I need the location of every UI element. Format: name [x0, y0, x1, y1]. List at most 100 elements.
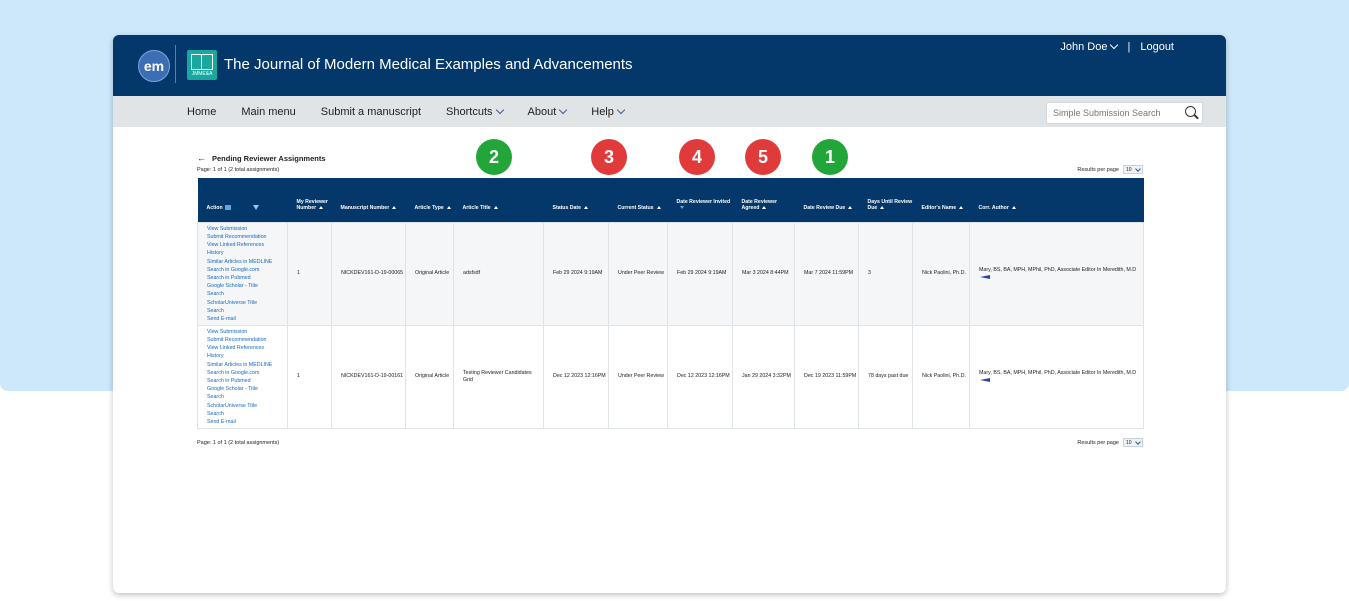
user-name-dropdown[interactable]: John Doe: [1060, 40, 1119, 53]
search-icon[interactable]: [1185, 106, 1196, 117]
page-info-top: Page: 1 of 1 (2 total assignments): [197, 167, 280, 173]
action-link[interactable]: Submit Recommendation: [207, 233, 267, 240]
logo-divider: [175, 45, 176, 83]
column-header[interactable]: Article Title: [453, 178, 544, 223]
sort-ascending-icon[interactable]: [848, 206, 853, 210]
action-link[interactable]: ScholarUniverse Title: [207, 299, 258, 306]
action-link[interactable]: Send E-mail: [207, 419, 236, 426]
sort-ascending-icon[interactable]: [493, 206, 498, 210]
date-due-cell: Mar 7 2024 11:59PM: [794, 222, 859, 326]
column-header[interactable]: Date Reviewer Agreed: [732, 178, 795, 223]
callout-badge: 5: [745, 139, 781, 175]
back-arrow-icon[interactable]: ←: [197, 153, 206, 163]
column-header-label: Days Until Review Due: [867, 198, 913, 212]
main-nav: Home Main menu Submit a manuscript Shortcut…: [113, 96, 1226, 127]
callout-badge: 3: [591, 139, 627, 175]
nav-item-main-menu[interactable]: Main menu: [241, 106, 295, 118]
sort-ascending-icon[interactable]: [656, 206, 661, 210]
sort-ascending-icon[interactable]: [1011, 206, 1016, 210]
collapse-icon[interactable]: [224, 205, 231, 211]
nav-item-about[interactable]: About: [528, 105, 568, 118]
nav-item-shortcuts[interactable]: Shortcuts: [446, 105, 504, 118]
article-type-cell: Original Article: [405, 222, 454, 326]
column-header[interactable]: Editor's Name: [912, 178, 970, 223]
menu-separator: |: [1127, 41, 1131, 53]
results-per-page-select[interactable]: 10: [1123, 165, 1143, 174]
column-header-label: Article Title: [462, 205, 491, 212]
results-per-page-select[interactable]: 10: [1123, 438, 1143, 447]
column-header[interactable]: Status Date: [543, 178, 609, 223]
simple-submission-search-input[interactable]: [1047, 104, 1179, 122]
action-link[interactable]: ScholarUniverse Title: [207, 402, 258, 409]
action-link[interactable]: Search in Google.com: [207, 369, 260, 376]
action-link[interactable]: Submit Recommendation: [207, 336, 267, 343]
logout-link[interactable]: Logout: [1140, 41, 1174, 53]
table-header-row: Action My Reviewer Number Manuscript Numbe…: [197, 178, 1144, 223]
action-link[interactable]: History: [207, 250, 224, 257]
user-menu: John Doe | Logout: [1060, 40, 1174, 53]
clear-filter-icon[interactable]: [252, 205, 259, 211]
action-link[interactable]: Search in Pubmed: [207, 275, 251, 281]
sort-ascending-icon[interactable]: [584, 206, 589, 210]
column-header-label: Action: [206, 205, 223, 212]
sort-descending-icon[interactable]: [679, 206, 684, 210]
sort-ascending-icon[interactable]: [959, 206, 964, 210]
reviewer-number-value: 1: [297, 270, 300, 277]
action-link[interactable]: Search: [207, 394, 224, 401]
action-link[interactable]: History: [207, 353, 224, 360]
em-logo[interactable]: em: [138, 50, 170, 82]
flag-icon: [980, 377, 990, 382]
results-per-page-label: Results per page: [1077, 439, 1119, 446]
sort-ascending-icon[interactable]: [392, 206, 397, 210]
action-link[interactable]: Search in Google.com: [207, 266, 260, 273]
results-per-page-label: Results per page: [1077, 166, 1119, 173]
date-invited-value: Feb 29 2024 9:19AM: [677, 270, 727, 277]
date-invited-cell: Feb 29 2024 9:19AM: [667, 222, 733, 326]
article-title-value: adsfsdf: [463, 270, 481, 277]
sort-ascending-icon[interactable]: [762, 206, 767, 210]
action-link[interactable]: View Submission: [207, 225, 248, 232]
column-header[interactable]: Current Status: [608, 178, 668, 223]
sort-ascending-icon[interactable]: [880, 206, 885, 210]
action-link[interactable]: Similar Articles in MEDLINE: [207, 258, 273, 265]
nav-item-submit-a-manuscript[interactable]: Submit a manuscript: [321, 106, 421, 118]
article-title-cell: adsfsdf: [453, 222, 544, 326]
app-window: em JMME&A The Journal of Modern Medical …: [113, 35, 1226, 593]
column-header[interactable]: Action: [197, 178, 288, 223]
action-link[interactable]: Similar Articles in MEDLINE: [207, 361, 273, 368]
column-header-label: Status Date: [552, 205, 582, 212]
action-link[interactable]: View Linked References: [207, 242, 265, 249]
reviewer-number-cell: 1: [287, 325, 332, 429]
action-link[interactable]: Search in Pubmed: [207, 378, 251, 384]
action-link[interactable]: View Submission: [207, 328, 248, 335]
action-link[interactable]: Search: [207, 291, 224, 298]
column-header[interactable]: Days Until Review Due: [858, 178, 913, 223]
chevron-down-icon: [559, 105, 568, 114]
column-header[interactable]: Article Type: [405, 178, 454, 223]
action-link[interactable]: Google Scholar - Title: [207, 386, 258, 393]
column-header[interactable]: Manuscript Number: [331, 178, 406, 223]
journal-logo[interactable]: JMME&A: [187, 50, 217, 80]
sort-ascending-icon[interactable]: [446, 206, 451, 210]
column-header[interactable]: Corr. Author: [969, 178, 1144, 223]
current-status-value: Under Peer Review: [618, 270, 664, 277]
nav-item-help[interactable]: Help: [591, 105, 626, 118]
editor-name-value: Nick Paolini, Ph.D.: [922, 373, 966, 380]
days-until-due-cell: 3: [858, 222, 913, 326]
column-header[interactable]: Date Review Due: [794, 178, 859, 223]
nav-item-label: Main menu: [241, 105, 296, 118]
column-header[interactable]: My Reviewer Number: [287, 178, 332, 223]
action-link[interactable]: View Linked References: [207, 345, 265, 352]
chevron-down-icon: [1110, 40, 1119, 50]
nav-item-label: Help: [591, 105, 614, 118]
page-info-bottom: Page: 1 of 1 (2 total assignments): [197, 440, 280, 446]
sort-ascending-icon[interactable]: [319, 206, 324, 210]
column-header[interactable]: Date Reviewer Invited: [667, 178, 733, 223]
nav-item-home[interactable]: Home: [187, 106, 216, 118]
action-link[interactable]: Search: [207, 410, 224, 417]
action-link[interactable]: Google Scholar - Title: [207, 283, 258, 290]
action-link[interactable]: Search: [207, 307, 224, 314]
corr-author-cell: Mary, BS, BA, MPH, MPhil, PhD, Associate…: [969, 325, 1144, 429]
article-type-value: Original Article: [415, 270, 450, 277]
action-link[interactable]: Send E-mail: [207, 316, 236, 323]
